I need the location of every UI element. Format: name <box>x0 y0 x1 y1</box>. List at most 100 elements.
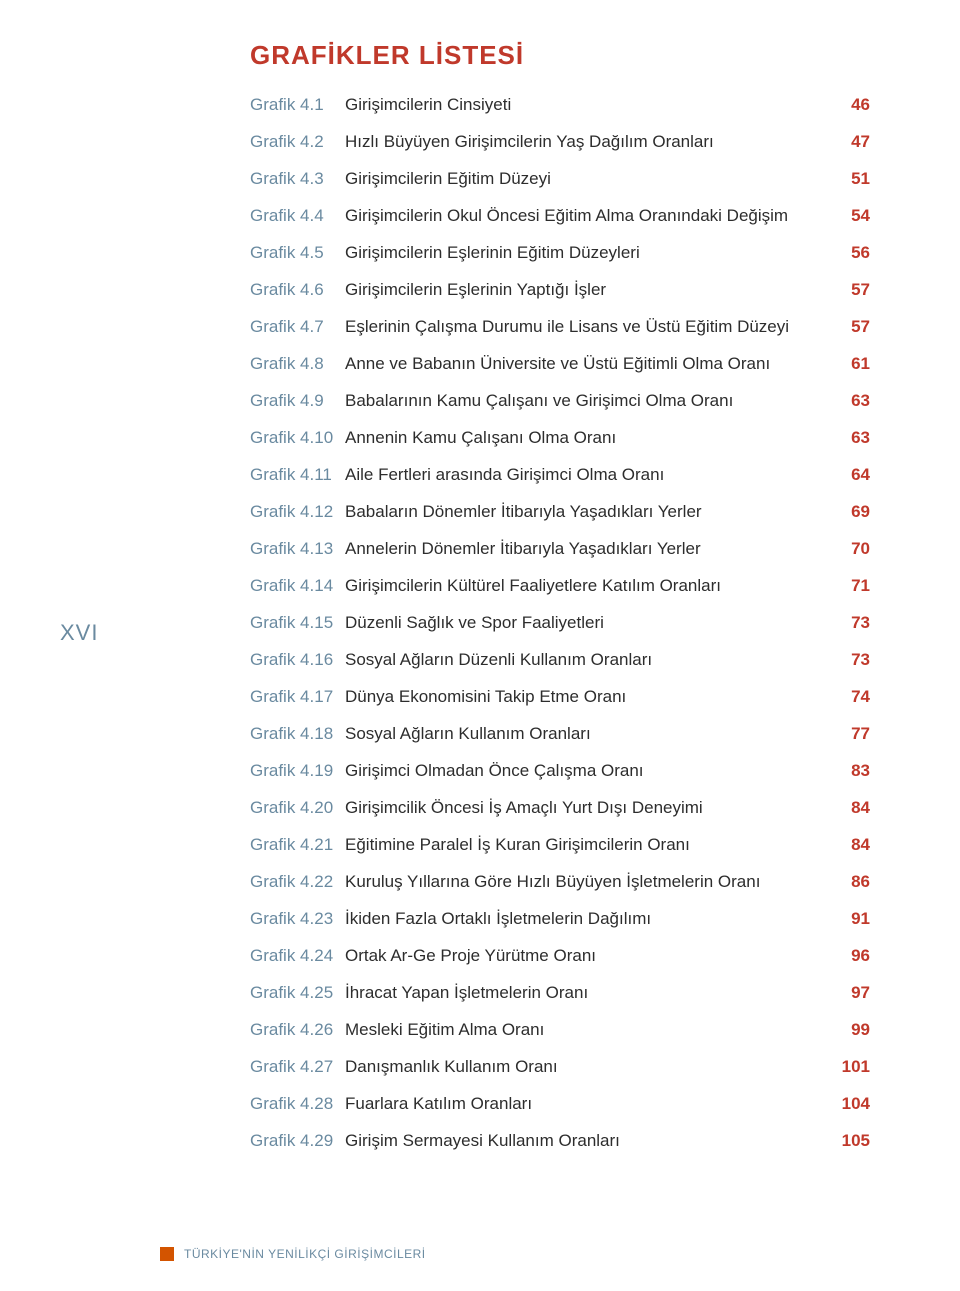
toc-entry-page: 47 <box>825 132 870 152</box>
toc-row: Grafik 4.23İkiden Fazla Ortaklı İşletmel… <box>250 909 870 946</box>
toc-row: Grafik 4.22Kuruluş Yıllarına Göre Hızlı … <box>250 872 870 909</box>
toc-row: Grafik 4.11Aile Fertleri arasında Girişi… <box>250 465 870 502</box>
toc-entry-title: Kuruluş Yıllarına Göre Hızlı Büyüyen İşl… <box>345 872 825 892</box>
toc-entry-title: Girişimcilerin Cinsiyeti <box>345 95 825 115</box>
toc-entry-title: Eğitimine Paralel İş Kuran Girişimcileri… <box>345 835 825 855</box>
toc-entry-title: Babaların Dönemler İtibarıyla Yaşadıklar… <box>345 502 825 522</box>
toc-row: Grafik 4.2Hızlı Büyüyen Girişimcilerin Y… <box>250 132 870 169</box>
toc-entry-label: Grafik 4.16 <box>250 650 345 670</box>
toc-entry-page: 99 <box>825 1020 870 1040</box>
toc-entry-title: Danışmanlık Kullanım Oranı <box>345 1057 825 1077</box>
toc-entry-page: 73 <box>825 650 870 670</box>
toc-row: Grafik 4.20Girişimcilik Öncesi İş Amaçlı… <box>250 798 870 835</box>
toc-entry-title: Girişim Sermayesi Kullanım Oranları <box>345 1131 825 1151</box>
toc-row: Grafik 4.24Ortak Ar-Ge Proje Yürütme Ora… <box>250 946 870 983</box>
toc-entry-label: Grafik 4.11 <box>250 465 345 485</box>
toc-row: Grafik 4.9Babalarının Kamu Çalışanı ve G… <box>250 391 870 428</box>
toc-entry-label: Grafik 4.27 <box>250 1057 345 1077</box>
toc-row: Grafik 4.16Sosyal Ağların Düzenli Kullan… <box>250 650 870 687</box>
toc-entry-title: Hızlı Büyüyen Girişimcilerin Yaş Dağılım… <box>345 132 825 152</box>
toc-entry-label: Grafik 4.1 <box>250 95 345 115</box>
page-roman-numeral: XVI <box>60 620 98 646</box>
toc-row: Grafik 4.21Eğitimine Paralel İş Kuran Gi… <box>250 835 870 872</box>
toc-row: Grafik 4.10Annenin Kamu Çalışanı Olma Or… <box>250 428 870 465</box>
toc-entry-page: 54 <box>825 206 870 226</box>
toc-entry-label: Grafik 4.8 <box>250 354 345 374</box>
toc-entry-title: Girişimcilerin Eğitim Düzeyi <box>345 169 825 189</box>
toc-entry-label: Grafik 4.10 <box>250 428 345 448</box>
page-title: GRAFİKLER LİSTESİ <box>250 40 870 71</box>
toc-entry-title: Babalarının Kamu Çalışanı ve Girişimci O… <box>345 391 825 411</box>
toc-entry-page: 96 <box>825 946 870 966</box>
toc-entry-page: 74 <box>825 687 870 707</box>
toc-entry-title: Girişimcilerin Eşlerinin Eğitim Düzeyler… <box>345 243 825 263</box>
toc-entry-title: Aile Fertleri arasında Girişimci Olma Or… <box>345 465 825 485</box>
toc-entry-title: Girişimcilerin Eşlerinin Yaptığı İşler <box>345 280 825 300</box>
toc-entry-title: Eşlerinin Çalışma Durumu ile Lisans ve Ü… <box>345 317 825 337</box>
toc-row: Grafik 4.19Girişimci Olmadan Önce Çalışm… <box>250 761 870 798</box>
toc-entry-label: Grafik 4.25 <box>250 983 345 1003</box>
toc-entry-title: İhracat Yapan İşletmelerin Oranı <box>345 983 825 1003</box>
toc-entry-label: Grafik 4.21 <box>250 835 345 855</box>
toc-entry-title: Girişimcilerin Kültürel Faaliyetlere Kat… <box>345 576 825 596</box>
toc-entry-label: Grafik 4.19 <box>250 761 345 781</box>
toc-entry-page: 64 <box>825 465 870 485</box>
toc-row: Grafik 4.3Girişimcilerin Eğitim Düzeyi51 <box>250 169 870 206</box>
toc-entry-page: 83 <box>825 761 870 781</box>
toc-entry-title: Fuarlara Katılım Oranları <box>345 1094 825 1114</box>
toc-entry-title: Girişimcilerin Okul Öncesi Eğitim Alma O… <box>345 206 825 226</box>
toc-entry-label: Grafik 4.22 <box>250 872 345 892</box>
toc-entry-page: 91 <box>825 909 870 929</box>
toc-row: Grafik 4.6Girişimcilerin Eşlerinin Yaptı… <box>250 280 870 317</box>
toc-entry-page: 70 <box>825 539 870 559</box>
toc-entry-label: Grafik 4.9 <box>250 391 345 411</box>
footer: TÜRKİYE'NİN YENİLİKÇİ GİRİŞİMCİLERİ <box>160 1247 426 1261</box>
toc-entry-label: Grafik 4.15 <box>250 613 345 633</box>
toc-entry-label: Grafik 4.3 <box>250 169 345 189</box>
toc-row: Grafik 4.4Girişimcilerin Okul Öncesi Eği… <box>250 206 870 243</box>
toc-row: Grafik 4.5Girişimcilerin Eşlerinin Eğiti… <box>250 243 870 280</box>
toc-entry-page: 84 <box>825 798 870 818</box>
page-container: GRAFİKLER LİSTESİ XVI Grafik 4.1Girişimc… <box>0 0 960 1291</box>
toc-entry-page: 77 <box>825 724 870 744</box>
toc-entry-page: 56 <box>825 243 870 263</box>
toc-entry-label: Grafik 4.23 <box>250 909 345 929</box>
toc-entry-page: 63 <box>825 391 870 411</box>
toc-entry-title: Düzenli Sağlık ve Spor Faaliyetleri <box>345 613 825 633</box>
toc-entry-label: Grafik 4.20 <box>250 798 345 818</box>
toc-entry-label: Grafik 4.12 <box>250 502 345 522</box>
toc-entry-title: Sosyal Ağların Düzenli Kullanım Oranları <box>345 650 825 670</box>
toc-entry-title: İkiden Fazla Ortaklı İşletmelerin Dağılı… <box>345 909 825 929</box>
toc-entry-page: 61 <box>825 354 870 374</box>
toc-entry-label: Grafik 4.14 <box>250 576 345 596</box>
toc-entry-label: Grafik 4.29 <box>250 1131 345 1151</box>
toc-row: Grafik 4.8Anne ve Babanın Üniversite ve … <box>250 354 870 391</box>
toc-entry-title: Sosyal Ağların Kullanım Oranları <box>345 724 825 744</box>
toc-entry-label: Grafik 4.7 <box>250 317 345 337</box>
toc-row: Grafik 4.29Girişim Sermayesi Kullanım Or… <box>250 1131 870 1168</box>
toc-entry-label: Grafik 4.6 <box>250 280 345 300</box>
toc-row: Grafik 4.15Düzenli Sağlık ve Spor Faaliy… <box>250 613 870 650</box>
toc-entry-title: Annenin Kamu Çalışanı Olma Oranı <box>345 428 825 448</box>
toc-entry-title: Annelerin Dönemler İtibarıyla Yaşadıklar… <box>345 539 825 559</box>
toc-row: Grafik 4.14Girişimcilerin Kültürel Faali… <box>250 576 870 613</box>
toc-row: Grafik 4.28Fuarlara Katılım Oranları104 <box>250 1094 870 1131</box>
toc-entry-label: Grafik 4.5 <box>250 243 345 263</box>
toc-entry-page: 57 <box>825 317 870 337</box>
toc-entry-title: Mesleki Eğitim Alma Oranı <box>345 1020 825 1040</box>
toc-entry-label: Grafik 4.24 <box>250 946 345 966</box>
toc-entry-page: 97 <box>825 983 870 1003</box>
toc-row: Grafik 4.12Babaların Dönemler İtibarıyla… <box>250 502 870 539</box>
toc-row: Grafik 4.13Annelerin Dönemler İtibarıyla… <box>250 539 870 576</box>
footer-accent-square <box>160 1247 174 1261</box>
toc-entry-page: 84 <box>825 835 870 855</box>
toc-row: Grafik 4.27Danışmanlık Kullanım Oranı101 <box>250 1057 870 1094</box>
toc-entry-title: Girişimci Olmadan Önce Çalışma Oranı <box>345 761 825 781</box>
toc-row: Grafik 4.1Girişimcilerin Cinsiyeti46 <box>250 95 870 132</box>
toc-entry-page: 57 <box>825 280 870 300</box>
toc-entry-title: Anne ve Babanın Üniversite ve Üstü Eğiti… <box>345 354 825 374</box>
footer-text: TÜRKİYE'NİN YENİLİKÇİ GİRİŞİMCİLERİ <box>184 1247 426 1261</box>
toc-entry-page: 73 <box>825 613 870 633</box>
toc-row: Grafik 4.7Eşlerinin Çalışma Durumu ile L… <box>250 317 870 354</box>
toc-entry-label: Grafik 4.28 <box>250 1094 345 1114</box>
